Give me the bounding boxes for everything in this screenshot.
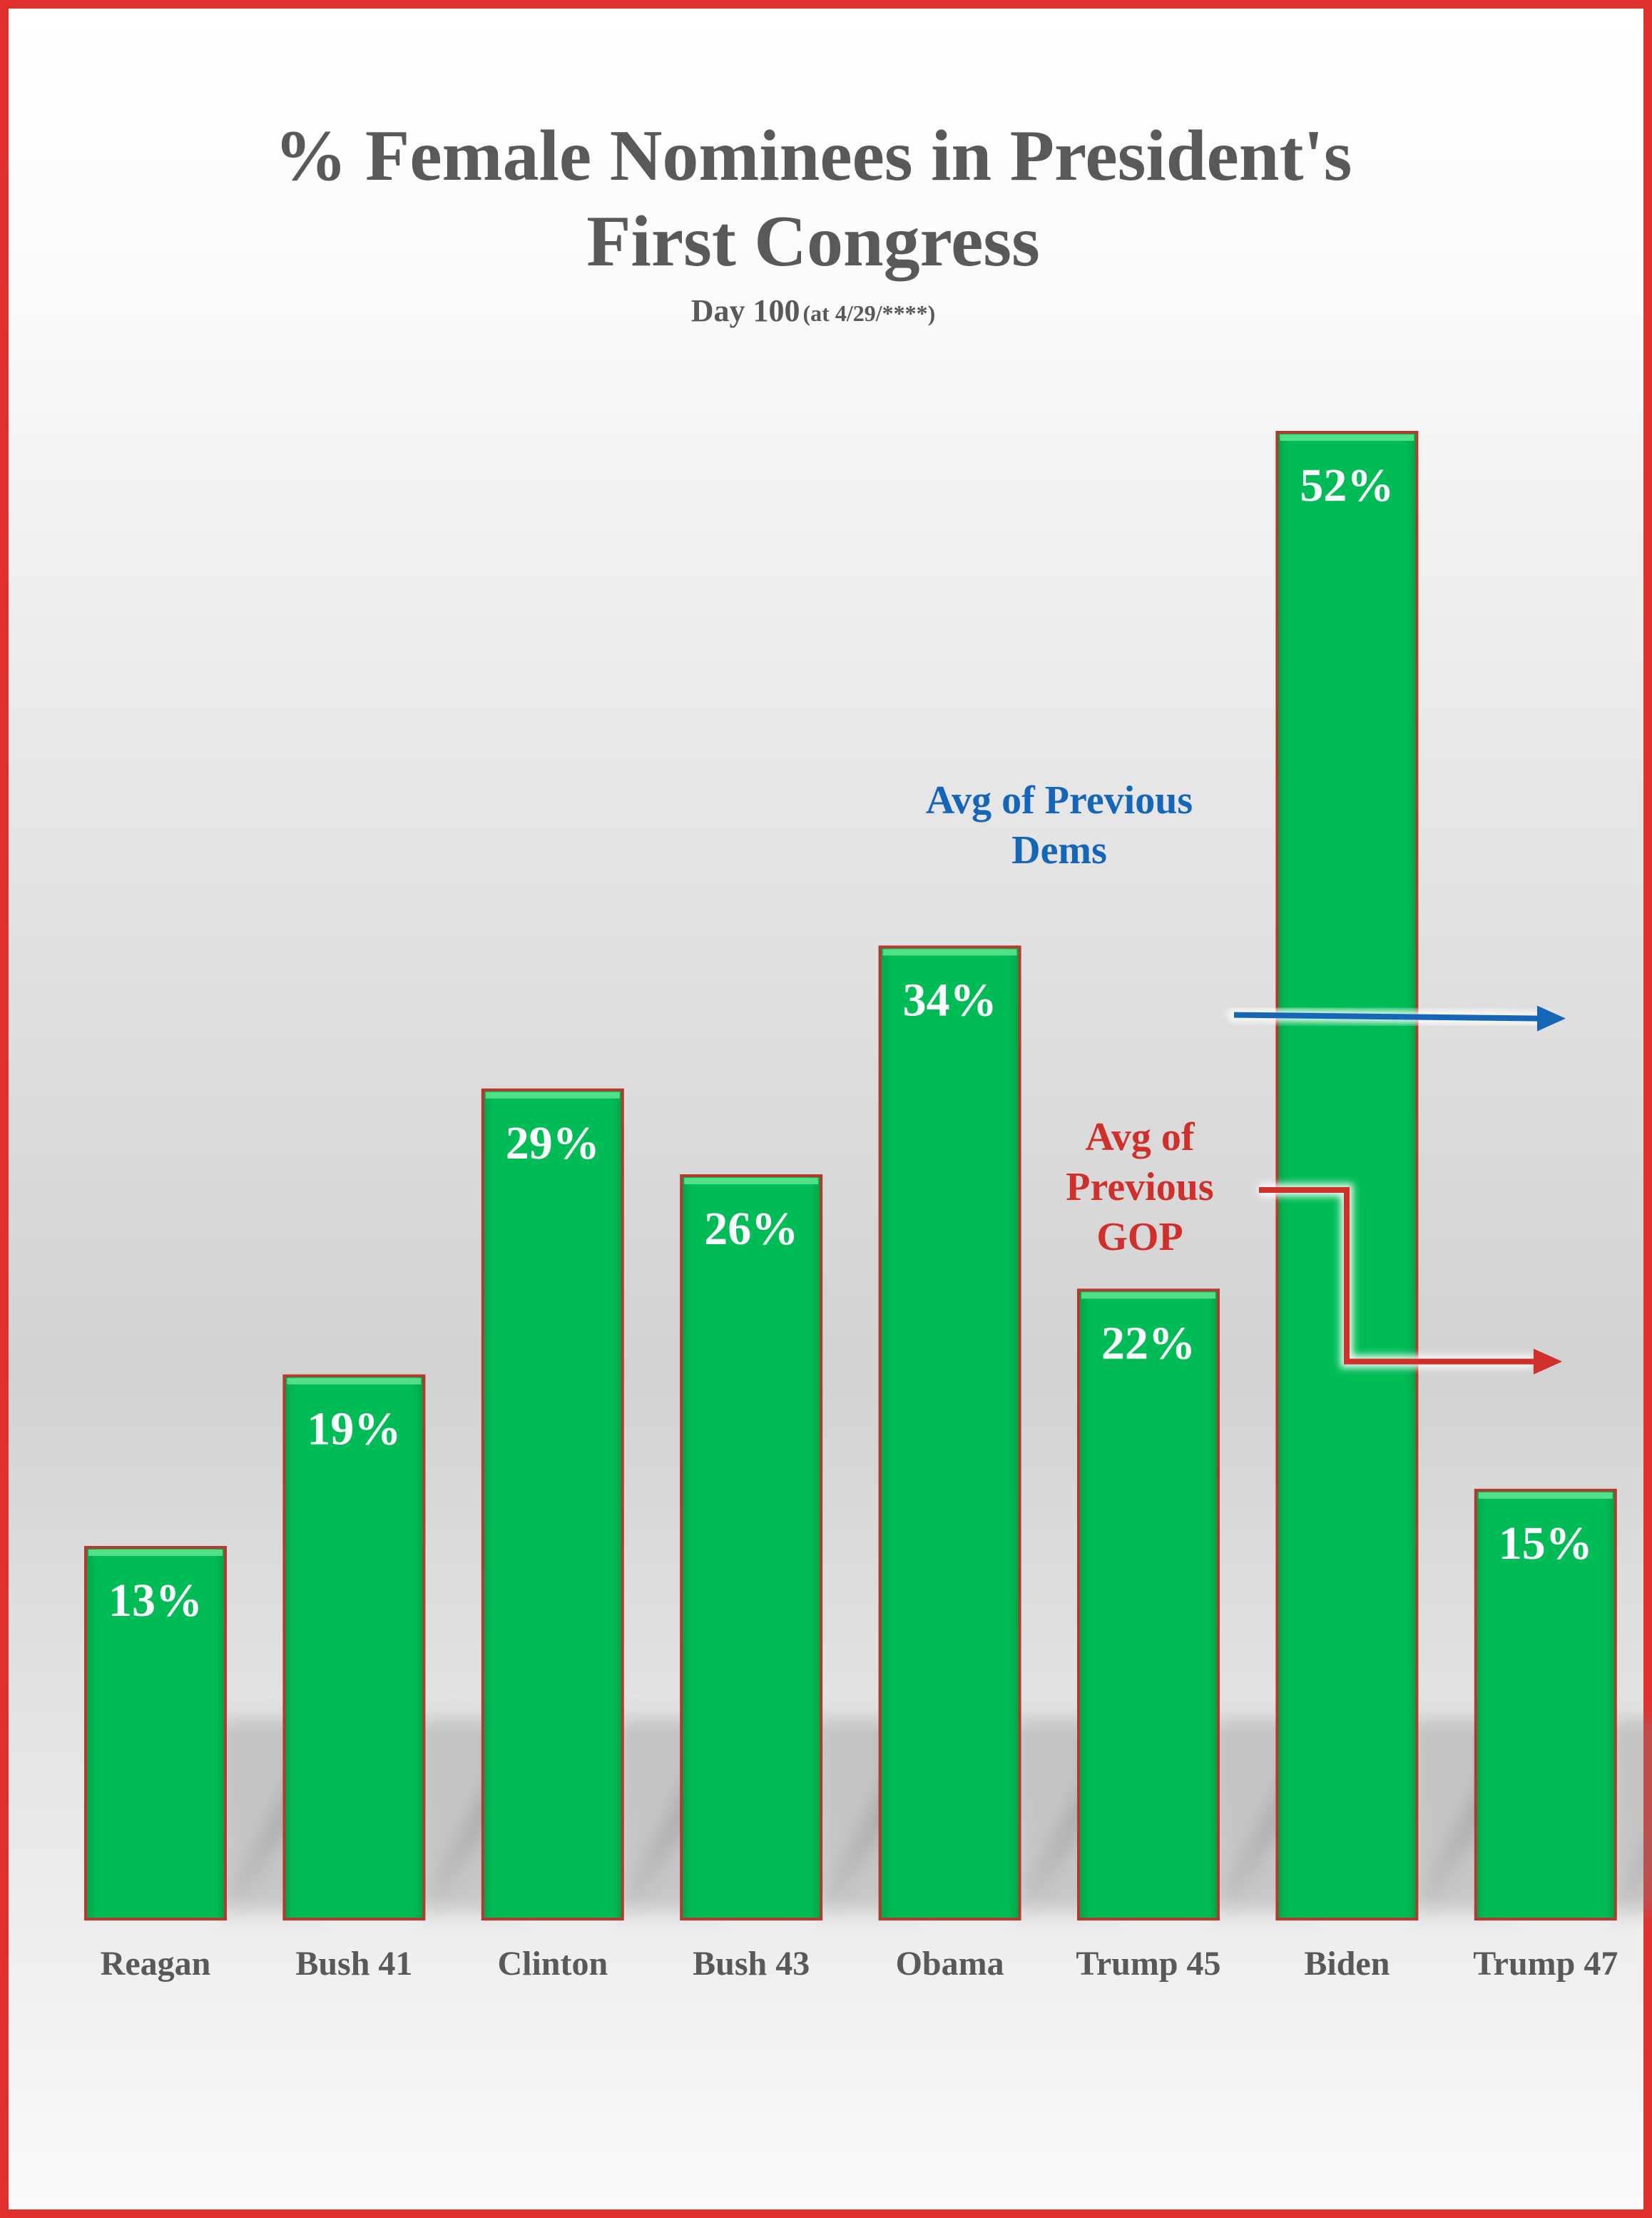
annotation-gop-arrow-line	[1259, 1187, 1534, 1365]
annotation-gop-label-line3: GOP	[1096, 1215, 1183, 1259]
annotation-dem-label-line2: Dems	[1011, 828, 1107, 873]
bar-top-highlight-biden	[1280, 434, 1414, 441]
bar-clinton	[481, 1088, 624, 1921]
chart-subtitle-main: Day 100	[691, 293, 800, 328]
bar-biden	[1275, 431, 1419, 1921]
value-label-biden: 52%	[1300, 459, 1394, 512]
category-labels: Reagan Bush 41 Clinton Bush 43 Obama Trump 45…	[101, 1945, 1618, 1983]
bar-bush-41	[282, 1374, 426, 1921]
bar-bush-43	[680, 1174, 823, 1921]
category-label-trump-47: Trump 47	[1473, 1945, 1618, 1983]
bar-obama	[878, 945, 1021, 1921]
bar-top-highlight-bush-41	[287, 1378, 422, 1385]
value-label-reagan: 13%	[108, 1575, 203, 1627]
annotation-gop-arrowhead	[1534, 1348, 1562, 1375]
value-label-obama: 34%	[903, 974, 997, 1026]
bar-trump-45	[1077, 1288, 1220, 1921]
annotations: Avg of Previous Dems Avg of Previous GOP	[926, 778, 1566, 1375]
category-label-bush-43: Bush 43	[693, 1945, 810, 1983]
value-label-bush-43: 26%	[704, 1203, 798, 1255]
category-label-biden: Biden	[1304, 1945, 1390, 1983]
bar-trump-47	[1474, 1488, 1617, 1921]
bar-top-highlight-reagan	[88, 1550, 223, 1556]
chart-title: % Female Nominees in President's First C…	[275, 116, 1352, 328]
category-label-obama: Obama	[896, 1945, 1004, 1983]
category-label-reagan: Reagan	[101, 1945, 211, 1983]
annotation-gop-label-line1: Avg of	[1086, 1115, 1195, 1159]
annotation-dem-label-line1: Avg of Previous	[926, 778, 1193, 823]
bar-top-highlight-bush-43	[684, 1178, 819, 1184]
bar-reagan	[84, 1546, 227, 1921]
value-label-clinton: 29%	[506, 1117, 600, 1169]
chart-title-line1: % Female Nominees in President's	[275, 116, 1352, 196]
bar-top-highlight-trump-47	[1478, 1492, 1613, 1499]
chart-title-line2: First Congress	[586, 201, 1040, 282]
annotation-gop-label-line2: Previous	[1066, 1165, 1213, 1209]
category-label-bush-41: Bush 41	[295, 1945, 412, 1983]
value-labels: 13% 19% 29% 26% 34% 22% 52% 15%	[108, 459, 1593, 1627]
category-label-trump-45: Trump 45	[1076, 1945, 1220, 1983]
value-label-trump-45: 22%	[1101, 1317, 1195, 1369]
bar-series	[84, 431, 1617, 1921]
value-label-bush-41: 19%	[307, 1403, 401, 1455]
annotation-dem-arrow-line	[1233, 1012, 1541, 1022]
bar-top-highlight-clinton	[485, 1092, 620, 1099]
chart-subtitle-small: (at 4/29/****)	[803, 300, 936, 326]
category-label-clinton: Clinton	[497, 1945, 608, 1983]
bar-top-highlight-trump-45	[1081, 1292, 1215, 1299]
value-label-trump-47: 15%	[1499, 1517, 1593, 1570]
chart-subtitle: Day 100 (at 4/29/****)	[691, 293, 936, 328]
bar-top-highlight-obama	[882, 949, 1017, 956]
annotation-dem-arrowhead	[1537, 1005, 1566, 1032]
